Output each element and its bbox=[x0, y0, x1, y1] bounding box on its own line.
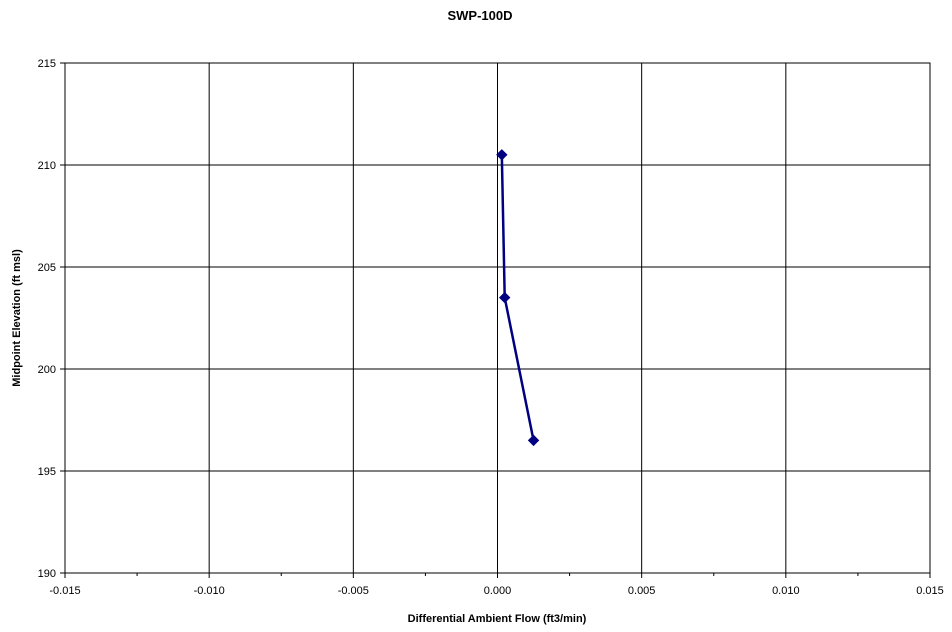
x-tick-label: 0.005 bbox=[628, 585, 656, 597]
data-point-marker bbox=[527, 434, 540, 447]
y-tick-label: 210 bbox=[38, 160, 56, 172]
y-tick-label: 215 bbox=[38, 58, 56, 70]
y-axis-label: Midpoint Elevation (ft msl) bbox=[11, 249, 23, 387]
series-layer bbox=[496, 149, 540, 447]
x-tick-label: -0.010 bbox=[194, 585, 225, 597]
x-tick-label: 0.015 bbox=[916, 585, 944, 597]
chart-title: SWP-100D bbox=[447, 8, 512, 23]
data-point-marker bbox=[499, 291, 511, 304]
x-tick-label: -0.015 bbox=[49, 585, 80, 597]
y-tick-label: 200 bbox=[38, 364, 56, 376]
x-tick-label: 0.010 bbox=[772, 585, 800, 597]
data-point-marker bbox=[496, 149, 508, 161]
grid bbox=[64, 62, 931, 574]
x-tick-label: 0.000 bbox=[484, 585, 512, 597]
x-axis-ticks: -0.015 -0.010 -0.005 0.000 0.005 0.010 0.015 bbox=[49, 573, 944, 597]
x-axis-label: Differential Ambient Flow (ft3/min) bbox=[408, 613, 587, 625]
y-tick-label: 195 bbox=[38, 466, 56, 478]
y-tick-label: 205 bbox=[38, 262, 56, 274]
y-tick-label: 190 bbox=[38, 568, 56, 580]
y-axis-ticks: 190 195 200 205 210 215 bbox=[38, 58, 65, 580]
x-tick-label: -0.005 bbox=[338, 585, 369, 597]
